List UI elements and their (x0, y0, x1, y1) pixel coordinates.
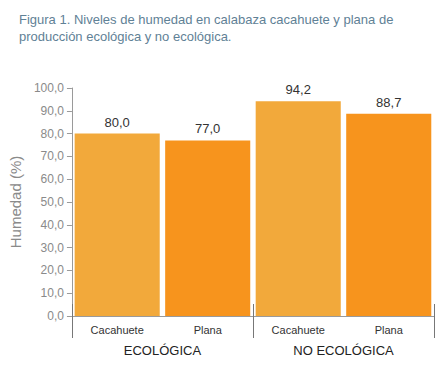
svg-text:77,0: 77,0 (195, 121, 220, 136)
svg-text:40,0: 40,0 (41, 218, 65, 232)
svg-text:88,7: 88,7 (376, 95, 401, 110)
svg-text:80,0: 80,0 (41, 127, 65, 141)
svg-text:ECOLÓGICA: ECOLÓGICA (124, 343, 202, 358)
svg-text:100,0: 100,0 (34, 81, 64, 95)
svg-text:Plana: Plana (194, 324, 223, 336)
svg-text:80,0: 80,0 (105, 115, 130, 130)
svg-text:30,0: 30,0 (41, 241, 65, 255)
svg-text:20,0: 20,0 (41, 263, 65, 277)
svg-text:producción ecológica y no ecol: producción ecológica y no ecológica. (19, 29, 231, 44)
svg-text:60,0: 60,0 (41, 172, 65, 186)
svg-text:Cacahuete: Cacahuete (91, 324, 144, 336)
svg-text:Cacahuete: Cacahuete (272, 324, 325, 336)
svg-text:Plana: Plana (375, 324, 404, 336)
svg-text:Figura 1. Niveles de humedad e: Figura 1. Niveles de humedad en calabaza… (19, 12, 397, 27)
svg-text:94,2: 94,2 (286, 82, 311, 97)
svg-text:90,0: 90,0 (41, 104, 65, 118)
svg-text:0,0: 0,0 (47, 309, 64, 323)
svg-text:Humedad (%): Humedad (%) (7, 156, 24, 249)
svg-text:NO ECOLÓGICA: NO ECOLÓGICA (293, 343, 394, 358)
svg-text:70,0: 70,0 (41, 149, 65, 163)
svg-text:10,0: 10,0 (41, 286, 65, 300)
svg-text:50,0: 50,0 (41, 195, 65, 209)
